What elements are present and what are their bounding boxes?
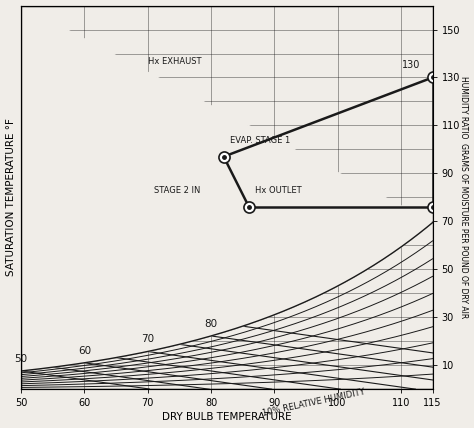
Text: 10% RELATIVE HUMIDITY: 10% RELATIVE HUMIDITY bbox=[262, 387, 366, 418]
Text: 130: 130 bbox=[401, 60, 420, 70]
X-axis label: DRY BULB TEMPERATURE: DRY BULB TEMPERATURE bbox=[162, 413, 292, 422]
Text: STAGE 2 IN: STAGE 2 IN bbox=[154, 186, 201, 195]
Text: Hx OUTLET: Hx OUTLET bbox=[255, 186, 302, 195]
Text: Hx EXHAUST: Hx EXHAUST bbox=[148, 56, 201, 65]
Text: 70: 70 bbox=[141, 334, 154, 344]
Text: EVAP. STAGE 1: EVAP. STAGE 1 bbox=[230, 136, 290, 145]
Text: 50: 50 bbox=[15, 354, 27, 364]
Polygon shape bbox=[21, 6, 433, 371]
Y-axis label: SATURATION TEMPERATURE °F: SATURATION TEMPERATURE °F bbox=[6, 119, 16, 276]
Text: 80: 80 bbox=[204, 319, 218, 329]
Y-axis label: HUMIDITY RATIO  GRAMS OF MOISTURE PER POUND OF DRY AIR: HUMIDITY RATIO GRAMS OF MOISTURE PER POU… bbox=[459, 76, 468, 318]
Text: 60: 60 bbox=[78, 345, 91, 356]
